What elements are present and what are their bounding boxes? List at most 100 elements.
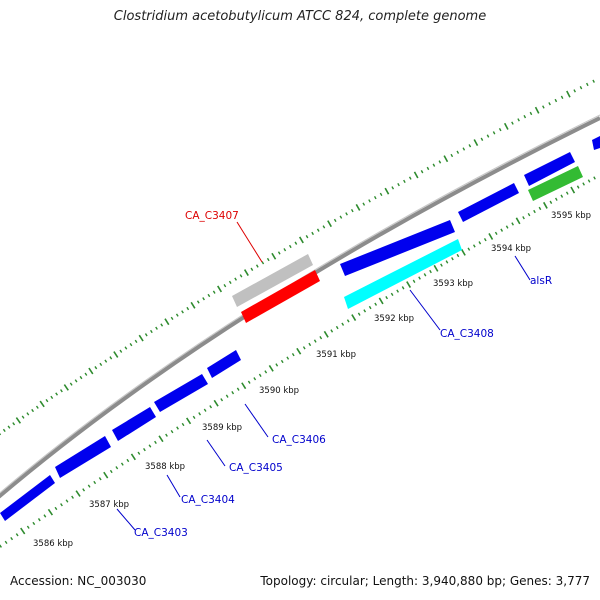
gene-arrow-cyan[interactable] bbox=[344, 239, 462, 309]
gene-arrow[interactable] bbox=[340, 220, 455, 276]
tick-mark bbox=[220, 398, 224, 402]
gene-label-selected[interactable]: CA_C3407 bbox=[185, 210, 239, 222]
tick-mark bbox=[549, 200, 553, 204]
gene-label[interactable]: CA_C3405 bbox=[229, 462, 283, 474]
tick-mark bbox=[164, 318, 170, 326]
tick-mark bbox=[322, 225, 326, 229]
tick-mark bbox=[565, 191, 569, 195]
tick-mark bbox=[236, 387, 240, 391]
tick-mark bbox=[308, 342, 312, 347]
tick-mark bbox=[505, 225, 509, 229]
gene-arrow-selected[interactable] bbox=[241, 270, 320, 323]
gene-arrow[interactable] bbox=[207, 350, 241, 378]
label-connector bbox=[116, 508, 136, 531]
tick-mark bbox=[71, 495, 74, 499]
tick-mark bbox=[373, 195, 377, 200]
tick-mark bbox=[500, 228, 504, 232]
tick-mark bbox=[527, 212, 531, 217]
tick-mark bbox=[517, 118, 520, 122]
tick-mark bbox=[181, 422, 185, 427]
tick-mark bbox=[54, 506, 58, 511]
tick-mark bbox=[451, 257, 454, 261]
tick-mark bbox=[418, 276, 421, 280]
tick-mark bbox=[79, 375, 83, 380]
tick-mark bbox=[170, 316, 174, 321]
tick-mark bbox=[223, 284, 227, 288]
tick-mark bbox=[363, 309, 367, 313]
gene-label[interactable]: CA_C3406 bbox=[272, 434, 326, 446]
tick-mark bbox=[592, 79, 595, 83]
tick-mark bbox=[432, 163, 436, 167]
tick-mark bbox=[573, 89, 576, 93]
tick-mark bbox=[480, 137, 484, 141]
tick-mark bbox=[261, 261, 265, 265]
tick-mark bbox=[429, 269, 432, 274]
gene-arrow[interactable] bbox=[592, 136, 600, 150]
tick-mark bbox=[494, 231, 498, 235]
label-connector bbox=[244, 403, 269, 438]
tick-mark bbox=[339, 215, 343, 219]
tick-mark bbox=[82, 488, 86, 492]
gene-arrow[interactable] bbox=[0, 475, 55, 521]
tick-mark bbox=[357, 312, 361, 316]
tick-mark bbox=[253, 377, 257, 381]
scale-label: 3595 kbp bbox=[551, 211, 591, 221]
tick-mark bbox=[498, 127, 502, 132]
gene-label[interactable]: CA_C3403 bbox=[134, 527, 188, 539]
tick-mark bbox=[26, 525, 30, 529]
gene-arrow[interactable] bbox=[458, 183, 519, 222]
tick-mark bbox=[15, 533, 19, 537]
tick-mark bbox=[534, 106, 540, 114]
tick-mark bbox=[0, 544, 2, 548]
gene-arrow[interactable] bbox=[524, 152, 575, 186]
scale-label: 3591 kbp bbox=[316, 350, 356, 360]
tick-mark bbox=[113, 351, 119, 358]
tick-mark bbox=[542, 201, 548, 209]
tick-mark bbox=[170, 429, 174, 434]
tick-mark bbox=[587, 179, 591, 183]
tick-mark bbox=[486, 134, 490, 138]
tick-mark bbox=[445, 260, 449, 264]
tick-mark bbox=[94, 366, 98, 370]
tick-mark bbox=[406, 281, 412, 288]
tick-mark bbox=[374, 302, 378, 306]
tick-mark bbox=[554, 98, 558, 103]
tick-mark bbox=[129, 343, 133, 347]
tick-mark bbox=[134, 339, 138, 344]
gene-arrow[interactable] bbox=[112, 407, 156, 441]
tick-mark bbox=[60, 389, 63, 393]
gene-arrow[interactable] bbox=[55, 436, 111, 478]
tick-mark bbox=[155, 326, 158, 330]
tick-mark bbox=[212, 290, 216, 294]
tick-mark bbox=[379, 192, 383, 197]
tick-mark bbox=[311, 231, 314, 236]
tick-mark bbox=[533, 209, 536, 214]
gene-label[interactable]: CA_C3404 bbox=[181, 494, 235, 506]
gene-label[interactable]: alsR bbox=[530, 275, 552, 287]
gene-label[interactable]: CA_C3408 bbox=[440, 328, 494, 340]
tick-mark bbox=[124, 346, 128, 350]
tick-mark bbox=[472, 244, 476, 248]
gene-arrow-grey[interactable] bbox=[232, 254, 313, 307]
tick-mark bbox=[99, 362, 103, 367]
tick-mark bbox=[511, 121, 514, 125]
tick-mark bbox=[291, 353, 295, 357]
tick-mark bbox=[47, 508, 54, 516]
gene-arrow[interactable] bbox=[154, 374, 208, 412]
tick-mark bbox=[473, 139, 479, 146]
scale-label: 3594 kbp bbox=[491, 244, 531, 254]
label-connector bbox=[166, 474, 181, 498]
scale-label: 3587 kbp bbox=[89, 500, 129, 510]
tick-mark bbox=[522, 216, 525, 220]
tick-mark bbox=[243, 269, 249, 276]
tick-mark bbox=[330, 329, 334, 333]
tick-mark bbox=[408, 176, 412, 180]
tick-mark bbox=[266, 257, 270, 262]
tick-mark bbox=[542, 105, 545, 109]
tick-mark bbox=[548, 102, 551, 106]
tick-mark bbox=[104, 359, 108, 363]
tick-mark bbox=[423, 273, 427, 277]
tick-mark bbox=[420, 170, 424, 174]
gene-arrow-green[interactable] bbox=[528, 166, 583, 201]
